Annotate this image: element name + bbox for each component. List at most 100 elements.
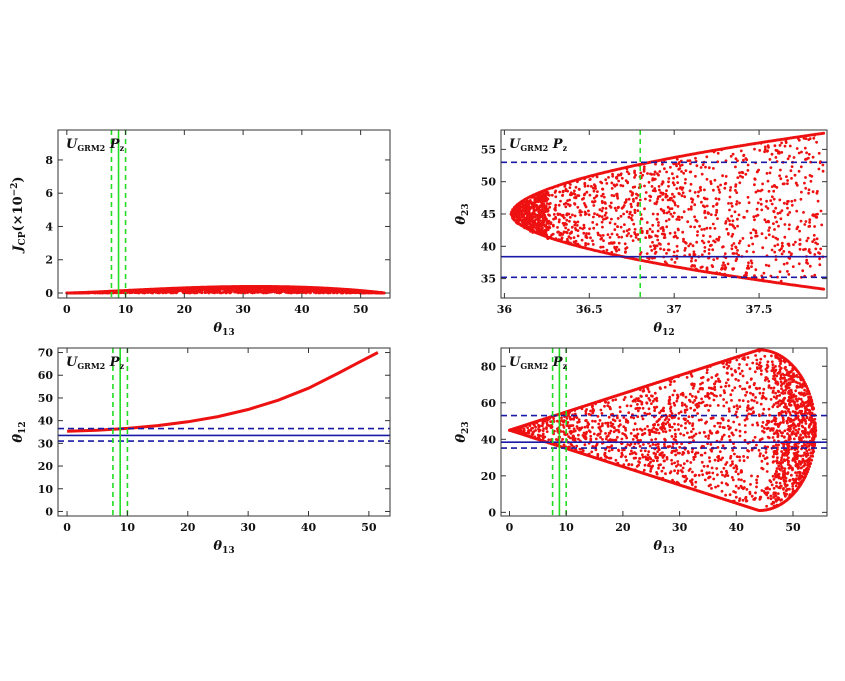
data-point [703, 188, 706, 192]
data-point [701, 163, 705, 167]
data-point [693, 264, 696, 268]
data-point [705, 268, 709, 271]
data-point [820, 223, 824, 227]
data-point [545, 202, 549, 205]
data-point [681, 230, 685, 234]
data-point [735, 202, 738, 206]
data-point [717, 197, 721, 201]
data-point [658, 188, 661, 192]
data-point [616, 196, 620, 200]
data-point [711, 222, 715, 226]
data-point [771, 455, 775, 459]
x-tick-label: 20 [180, 521, 196, 534]
data-point [745, 271, 748, 275]
data-point [731, 152, 735, 156]
data-point [603, 213, 607, 217]
data-point [743, 418, 747, 422]
data-point [783, 223, 787, 226]
data-point [633, 208, 637, 212]
data-point [719, 458, 723, 462]
x-tick-label: 30 [235, 303, 251, 316]
data-point [754, 229, 758, 233]
data-point [760, 208, 764, 212]
data-point [707, 252, 711, 255]
data-point [745, 274, 748, 277]
data-point [682, 171, 686, 175]
data-point [553, 191, 557, 194]
data-point [653, 187, 657, 190]
data-point [679, 186, 682, 189]
data-point [601, 192, 605, 196]
data-point [135, 291, 139, 295]
data-point [583, 213, 587, 216]
data-point [755, 234, 759, 238]
data-point [527, 209, 531, 212]
data-point [656, 172, 659, 176]
x-tick-label: 0 [63, 521, 71, 534]
data-point [632, 197, 635, 201]
data-point [687, 207, 691, 211]
x-tick-label: 36 [497, 303, 513, 316]
data-point [572, 236, 576, 240]
data-point [293, 288, 296, 292]
y-tick-label: 10 [38, 483, 54, 496]
data-point [533, 198, 537, 202]
data-point [533, 219, 537, 223]
data-point [631, 239, 635, 243]
data-point [543, 209, 547, 213]
data-point [601, 225, 604, 229]
data-point [690, 430, 693, 433]
data-point [592, 186, 595, 190]
data-point [652, 173, 656, 176]
data-point [610, 187, 614, 190]
data-point [653, 170, 657, 174]
data-point [733, 386, 737, 390]
data-point [637, 238, 640, 241]
data-point [764, 263, 768, 267]
data-point [781, 182, 785, 186]
data-point [700, 239, 704, 243]
data-point [683, 249, 687, 252]
data-point [767, 229, 770, 232]
data-point [707, 437, 710, 440]
data-point [543, 213, 546, 217]
data-point [723, 264, 727, 267]
data-point [589, 409, 592, 413]
data-point [664, 438, 667, 442]
data-point [702, 241, 706, 245]
data-point [601, 201, 604, 205]
data-point [668, 231, 672, 235]
data-point [642, 443, 645, 446]
data-point [805, 258, 809, 262]
data-point [576, 234, 580, 238]
data-point [624, 418, 628, 421]
data-point [626, 180, 629, 184]
data-point [533, 201, 536, 205]
data-point [604, 178, 608, 182]
data-point [815, 237, 819, 241]
data-point [808, 264, 812, 268]
data-point [774, 206, 778, 210]
data-point [742, 154, 745, 158]
data-point [754, 491, 757, 495]
data-point [663, 233, 667, 237]
data-point [671, 181, 675, 185]
data-point [582, 231, 586, 235]
data-point [663, 167, 666, 171]
data-point [602, 195, 606, 199]
data-point [588, 178, 592, 182]
data-point [790, 199, 794, 203]
data-point [613, 245, 616, 249]
data-point [524, 221, 528, 224]
data-point [789, 169, 793, 173]
data-point [557, 220, 561, 224]
data-point [744, 157, 748, 160]
data-point [808, 218, 812, 222]
data-point [751, 242, 755, 246]
data-point [585, 236, 589, 240]
data-point [779, 217, 783, 221]
data-point [252, 291, 256, 295]
reference-lines [501, 130, 827, 298]
data-point [735, 358, 739, 362]
data-point [520, 214, 524, 218]
